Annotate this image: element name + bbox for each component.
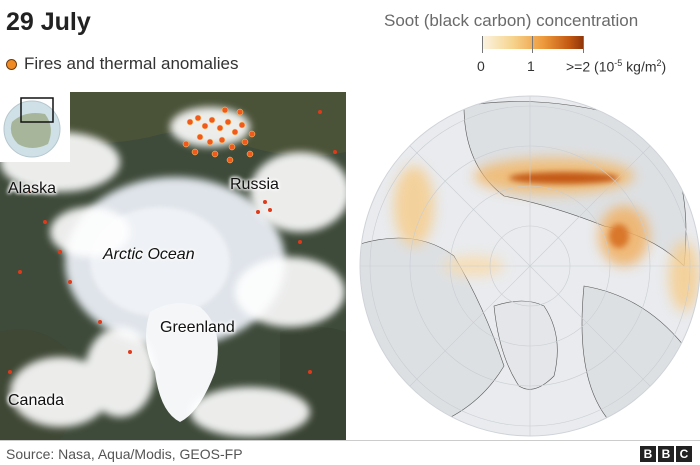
- footer-divider: [0, 440, 700, 441]
- scale-tick-1: [532, 36, 533, 53]
- bbc-logo-b1: B: [640, 446, 656, 462]
- scale-label-mid: 1: [527, 58, 535, 74]
- soot-concentration-map: [354, 86, 700, 441]
- soot-legend-title: Soot (black carbon) concentration: [384, 11, 639, 30]
- scale-tick-2: [583, 36, 584, 53]
- label-canada: Canada: [8, 392, 65, 409]
- map-title-date: 29 July: [6, 8, 91, 36]
- label-arctic-ocean: Arctic Ocean: [103, 246, 195, 263]
- scale-tick-0: [482, 36, 483, 53]
- soot-map-svg: [359, 95, 700, 437]
- bbc-logo: B B C: [640, 446, 692, 462]
- scale-label-max: >=2 (10-5 kg/m2): [566, 58, 667, 75]
- fire-dot-icon: [6, 58, 17, 70]
- satellite-map-svg: [0, 92, 346, 440]
- satellite-fire-map: Alaska Russia Arctic Ocean Greenland Can…: [0, 92, 346, 440]
- bbc-logo-b2: B: [658, 446, 674, 462]
- scale-label-min: 0: [477, 58, 485, 74]
- label-russia: Russia: [230, 176, 279, 193]
- fires-legend-label: Fires and thermal anomalies: [24, 54, 239, 73]
- fires-legend: Fires and thermal anomalies: [6, 54, 238, 74]
- bbc-logo-c: C: [676, 446, 692, 462]
- label-alaska: Alaska: [8, 180, 57, 197]
- soot-color-scale: [482, 36, 584, 49]
- source-credit: Source: Nasa, Aqua/Modis, GEOS-FP: [6, 446, 243, 462]
- label-greenland: Greenland: [160, 319, 235, 336]
